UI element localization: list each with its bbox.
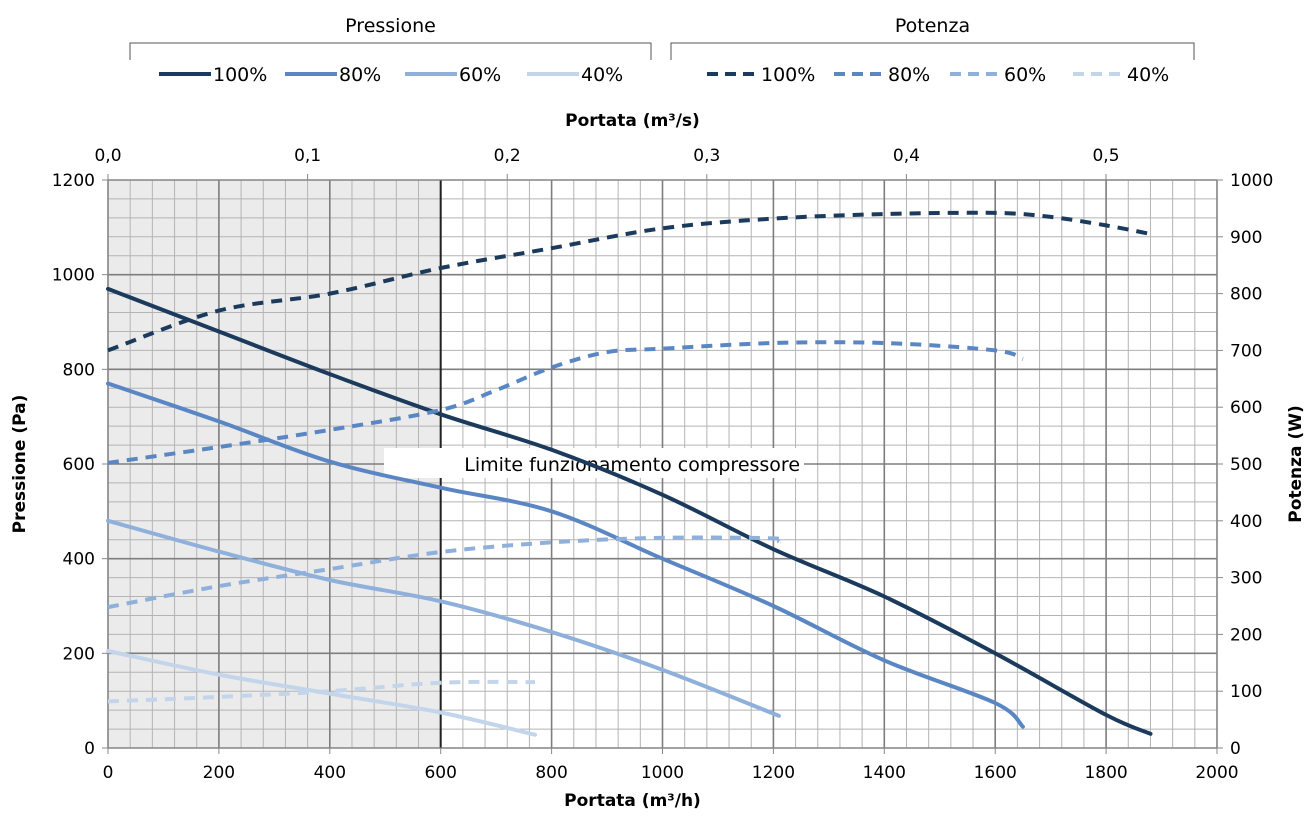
legend-bracket: [129, 42, 652, 60]
legend-entry-label: 80%: [339, 64, 381, 86]
tick-labels: 0 200 400 600 800 1000 1200 1400 1600 1800 20000,0…: [52, 146, 1274, 783]
legend-entry-label: 100%: [761, 64, 815, 86]
x-tick-label: 2000: [1195, 763, 1238, 783]
y2-tick-label: 300: [1230, 569, 1262, 589]
y2-tick-label: 100: [1230, 682, 1262, 702]
y2-tick-label: 200: [1230, 625, 1262, 645]
x-tick-label: 0: [103, 763, 114, 783]
y-axis-title: Pressione (Pa): [10, 395, 30, 534]
series-potenza-80pct: [107, 340, 1024, 465]
annotation-limit-compressor: Limite funzionamento compressore: [464, 454, 800, 476]
series-potenza-60pct: [107, 535, 786, 610]
legend-group-title: Potenza: [895, 15, 970, 37]
annotation-group: Limite funzionamento compressore: [384, 448, 805, 478]
x-tick-label: 400: [314, 763, 346, 783]
legend-entry-label: 60%: [459, 64, 501, 86]
y2-axis-title: Potenza (W): [1286, 405, 1306, 522]
y-tick-label: 1000: [52, 266, 95, 286]
x-tick-label: 1600: [974, 763, 1017, 783]
x2-tick-label: 0,4: [893, 146, 920, 166]
y2-tick-label: 0: [1230, 739, 1241, 759]
x2-tick-label: 0,3: [693, 146, 720, 166]
x-tick-label: 800: [535, 763, 567, 783]
y2-tick-label: 900: [1230, 228, 1262, 248]
y-tick-label: 400: [63, 550, 95, 570]
x-tick-label: 600: [424, 763, 456, 783]
y-tick-label: 200: [63, 644, 95, 664]
series-potenza-100pct: [107, 210, 1151, 353]
y-tick-label: 800: [63, 360, 95, 380]
x-tick-label: 200: [203, 763, 235, 783]
legend-entry-label: 60%: [1004, 64, 1046, 86]
legend-entry-label: 80%: [888, 64, 930, 86]
legend-entry-label: 40%: [581, 64, 623, 86]
annotation-background: [384, 448, 805, 478]
series-pressione-60pct: [106, 518, 781, 718]
y2-tick-label: 800: [1230, 285, 1262, 305]
x2-tick-label: 0,0: [94, 146, 121, 166]
series-layer: [106, 210, 1153, 737]
legend-entry-label: 100%: [213, 64, 267, 86]
y2-tick-label: 400: [1230, 512, 1262, 532]
y-tick-label: 1200: [52, 171, 95, 191]
x-tick-label: 1000: [641, 763, 684, 783]
x2-tick-label: 0,1: [294, 146, 321, 166]
y-tick-label: 600: [63, 455, 95, 475]
legend: Pressione 100% 80% 60% 40% Potenza 100% 80% 60% 4…: [129, 15, 1195, 86]
y2-tick-label: 500: [1230, 455, 1262, 475]
legend-entry-label: 40%: [1127, 64, 1169, 86]
x-axis-title: Portata (m³/h): [564, 791, 701, 811]
x-tick-label: 1800: [1084, 763, 1127, 783]
x2-axis-title: Portata (m³/s): [565, 111, 700, 131]
legend-bracket: [670, 42, 1195, 60]
series-pressione-40pct: [106, 649, 537, 737]
x-tick-label: 1200: [752, 763, 795, 783]
y2-tick-label: 600: [1230, 398, 1262, 418]
x-tick-label: 1400: [863, 763, 906, 783]
y-tick-label: 0: [84, 739, 95, 759]
x2-tick-label: 0,2: [494, 146, 521, 166]
y2-tick-label: 700: [1230, 341, 1262, 361]
x2-tick-label: 0,5: [1092, 146, 1119, 166]
series-pressione-100pct: [106, 286, 1153, 736]
y2-tick-label: 1000: [1230, 171, 1273, 191]
legend-group-title: Pressione: [345, 15, 436, 37]
series-pressione-80pct: [106, 381, 1025, 729]
